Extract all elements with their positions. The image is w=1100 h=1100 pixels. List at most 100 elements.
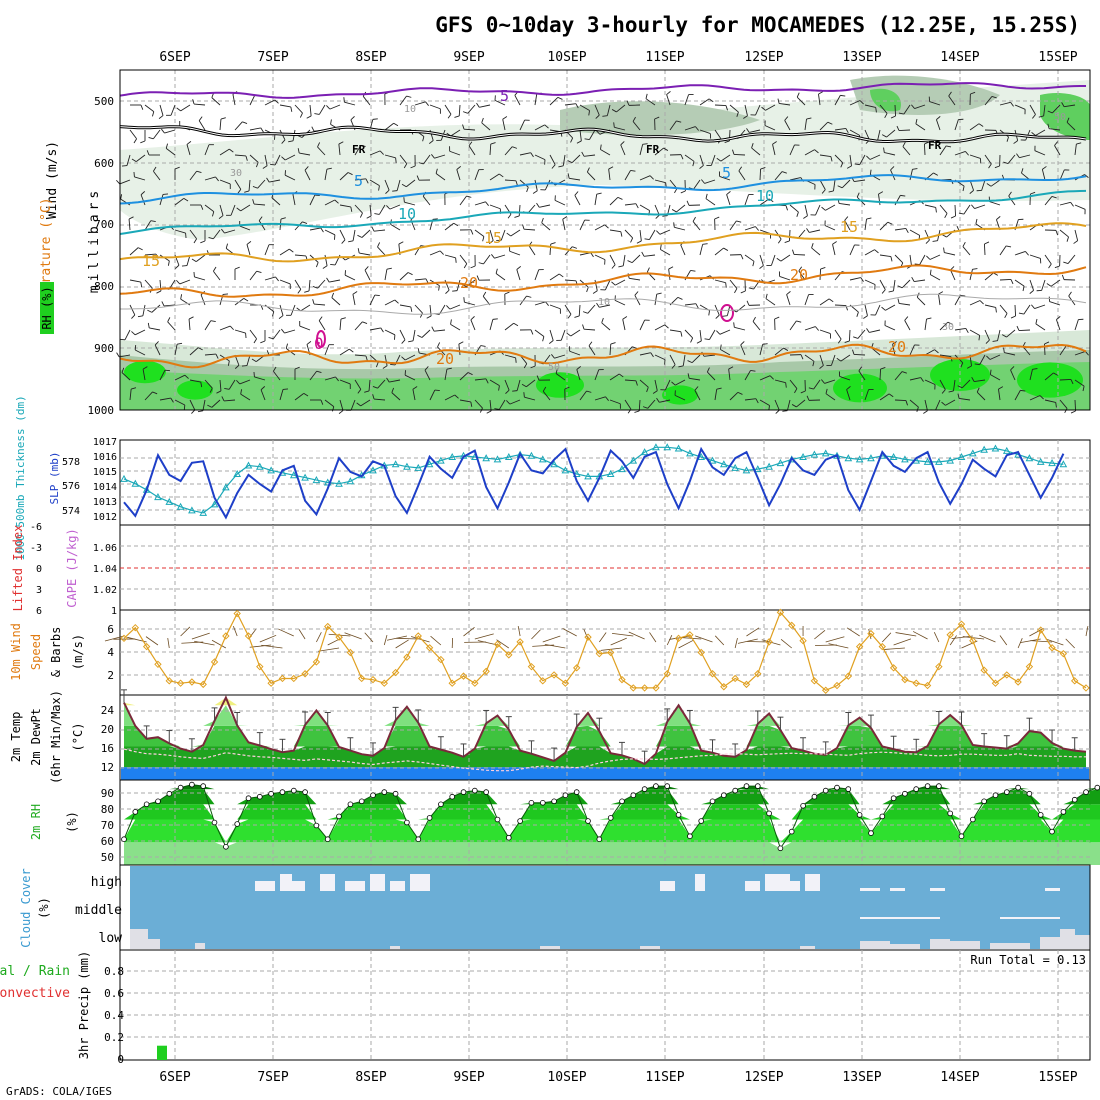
temp-band	[124, 705, 1086, 726]
wind-barb-flag	[304, 290, 310, 293]
wind-barb	[624, 170, 631, 181]
wind-barb-flag	[686, 200, 690, 206]
wind-barb-flag	[1054, 265, 1060, 269]
rh-point	[539, 799, 546, 806]
wind-barb-flag	[297, 289, 302, 294]
wind-barb-flag	[275, 276, 279, 282]
wind-barb	[804, 294, 810, 306]
wind-barb	[944, 252, 956, 256]
wind-barb	[404, 354, 416, 361]
cloud-high-bar	[345, 881, 365, 891]
footer-credit: GrADS: COLA/IGES	[6, 1085, 112, 1098]
wind-barb	[849, 277, 861, 281]
cloud-high-bar	[320, 874, 335, 891]
cloud-bars	[130, 874, 1090, 949]
wind-barb	[804, 326, 816, 331]
wind-barb	[999, 245, 1007, 256]
wind-barb	[979, 354, 986, 365]
wind-speed-point	[788, 621, 796, 630]
wind-barb	[174, 399, 186, 406]
date-label-bottom: 15SEP	[1038, 1070, 1077, 1085]
wind-barb-flag	[1010, 102, 1014, 107]
wind-barb-flag	[699, 165, 704, 169]
surface-barb	[599, 632, 607, 643]
thickness-point	[923, 457, 932, 465]
orange-20-label-4: 20	[888, 338, 906, 356]
wind-barb	[564, 246, 573, 256]
wind-barb-flag	[288, 140, 294, 143]
wind-barb-flag	[372, 394, 375, 400]
thickness-point	[391, 460, 400, 468]
wind-speed-point	[482, 667, 490, 676]
wind-barb-flag	[751, 143, 754, 149]
wind-barb	[154, 344, 161, 356]
rh-point	[381, 789, 388, 795]
wind-barb	[879, 279, 886, 290]
wind-barb	[789, 379, 798, 389]
wind-barb-flag	[161, 301, 165, 307]
wind-barb	[339, 229, 346, 241]
wind-barb-flag	[800, 390, 806, 394]
wind-barb-flag	[972, 268, 978, 270]
wind-barb	[954, 150, 966, 156]
wind-barb-flag	[280, 217, 286, 220]
wind-barb-flag	[221, 396, 225, 402]
wind-barb-flag	[726, 191, 731, 195]
wind-barb	[939, 379, 946, 390]
wind-barb-flag	[304, 166, 309, 171]
ylabel-wind-units: (m/s)	[71, 634, 85, 670]
rh-point	[505, 834, 512, 841]
wind-barb-flag	[856, 311, 859, 317]
contour-sky-5	[119, 174, 1087, 205]
wind-barb-flag	[253, 338, 258, 344]
cloud-low-bar	[950, 941, 980, 949]
wind-barb	[350, 399, 356, 411]
wind-barb	[620, 144, 626, 156]
wind-barb	[680, 244, 686, 256]
wind-barb-flag	[326, 167, 332, 170]
rh-30-label-2: 30	[942, 322, 954, 333]
wind-barb	[664, 379, 671, 391]
wind-barb-flag	[926, 317, 932, 320]
wind-barb	[399, 304, 411, 308]
wind-barb	[534, 269, 540, 281]
wind-barb	[647, 399, 656, 409]
wind-barb-flag	[243, 297, 249, 302]
wind-barb	[339, 379, 351, 385]
wind-barb	[849, 154, 852, 166]
svg-text:600: 600	[94, 157, 114, 170]
wind-barb-flag	[798, 266, 803, 272]
thickness-point	[821, 449, 830, 457]
wind-barb-flag	[785, 382, 787, 388]
thickness-point	[686, 449, 694, 457]
wind-barb-flag	[715, 314, 720, 319]
wind-barb	[481, 122, 491, 131]
wind-barb-flag	[306, 341, 312, 345]
date-label-top: 8SEP	[355, 50, 386, 65]
wind-barb-flag	[786, 291, 791, 295]
svg-text:1015: 1015	[93, 467, 117, 478]
wind-barb-flag	[635, 380, 638, 386]
svg-text:low: low	[99, 931, 123, 946]
rh-band	[124, 789, 1100, 805]
wind-barb-flag	[811, 243, 814, 249]
wind-barb-flag	[962, 186, 965, 192]
surface-barb	[828, 643, 849, 649]
ylabel-10m-wind: 10m Wind	[9, 623, 23, 681]
surface-barb	[411, 636, 430, 643]
wind-barb-flag	[944, 213, 948, 219]
wind-barb	[1029, 369, 1033, 381]
svg-text:0.8: 0.8	[104, 965, 124, 978]
thickness-point	[335, 479, 343, 487]
wind-barb	[669, 329, 681, 333]
wind-barb	[729, 392, 739, 401]
wind-barb	[819, 268, 822, 281]
wind-barb-flag	[303, 392, 309, 397]
wind-barb-flag	[236, 207, 241, 212]
wind-barb	[654, 147, 664, 156]
precip-grid	[120, 950, 1090, 1060]
wind-barb-flag	[417, 334, 423, 338]
wind-barb	[204, 176, 216, 181]
wind-barb-flag	[507, 213, 512, 219]
wind-barb	[468, 145, 476, 156]
